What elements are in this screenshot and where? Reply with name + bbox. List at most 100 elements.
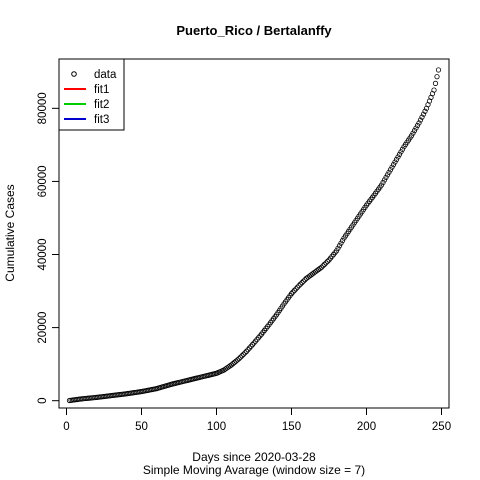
data-point-trail bbox=[387, 167, 394, 173]
data-point-trail bbox=[389, 164, 395, 170]
x-tick-label: 0 bbox=[63, 421, 69, 433]
data-point-trail bbox=[317, 265, 323, 271]
legend-marker-data bbox=[71, 71, 77, 77]
data-point-trail bbox=[354, 215, 361, 221]
data-point-trail bbox=[362, 204, 368, 210]
data-point-trail bbox=[398, 149, 404, 155]
data-point-trail bbox=[339, 238, 346, 244]
data-point-trail bbox=[233, 358, 239, 364]
data-point-trail bbox=[294, 284, 301, 290]
data-point-trail bbox=[419, 114, 425, 120]
data-point-trail bbox=[392, 159, 398, 165]
data-point-trail bbox=[299, 280, 305, 286]
y-tick-label: 40000 bbox=[37, 239, 49, 271]
data-point-trail bbox=[293, 286, 299, 292]
data-point-trail bbox=[320, 263, 326, 269]
y-axis: 0 20000 40000 60000 80000 bbox=[37, 92, 60, 404]
data-point-trail bbox=[249, 342, 256, 348]
data-point-trail bbox=[246, 345, 253, 351]
data-point-trail bbox=[219, 368, 226, 374]
data-point-trail bbox=[332, 250, 338, 256]
data-point-trail bbox=[323, 260, 329, 266]
data-point-trail bbox=[272, 314, 278, 320]
data-point-trail bbox=[410, 130, 416, 136]
data-point bbox=[243, 348, 250, 354]
data-point-trail bbox=[297, 281, 304, 287]
data-point-trail bbox=[308, 272, 314, 278]
data-point-trail bbox=[420, 111, 427, 117]
y-tick-label: 20000 bbox=[37, 312, 49, 344]
legend-label-data: data bbox=[94, 69, 117, 81]
data-point-trail bbox=[417, 117, 424, 123]
data-point-trail bbox=[396, 151, 403, 157]
legend-label-fit3: fit3 bbox=[94, 114, 109, 126]
data-point-trail bbox=[242, 350, 248, 356]
data-point bbox=[386, 169, 392, 175]
data-point-trail bbox=[300, 278, 307, 284]
x-tick-label: 100 bbox=[207, 421, 226, 433]
data-point-trail bbox=[279, 303, 286, 309]
data-point-trail bbox=[257, 333, 263, 339]
x-tick-label: 50 bbox=[135, 421, 148, 433]
y-axis-label: Cumulative Cases bbox=[3, 184, 17, 281]
data-point-trail bbox=[240, 351, 247, 357]
data-point-trail bbox=[248, 343, 254, 349]
chart-subtitle: Simple Moving Avarage (window size = 7) bbox=[143, 463, 365, 477]
data-point-trail bbox=[432, 80, 439, 86]
data-point-trail bbox=[336, 243, 343, 249]
legend-label-fit2: fit2 bbox=[94, 99, 109, 111]
data-point bbox=[296, 282, 302, 289]
data-points bbox=[66, 67, 442, 404]
data-point-trail bbox=[384, 172, 391, 178]
data-point-trail bbox=[239, 353, 245, 359]
data-point-trail bbox=[383, 174, 389, 181]
data-point-trail bbox=[231, 359, 238, 365]
data-point-trail bbox=[338, 240, 344, 246]
data-point-trail bbox=[347, 226, 353, 232]
data-point-trail bbox=[411, 128, 418, 134]
data-point-trail bbox=[302, 277, 308, 283]
data-point-trail bbox=[335, 245, 341, 251]
data-point-trail bbox=[212, 371, 218, 377]
legend: data fit1 fit2 fit3 bbox=[58, 58, 125, 131]
data-point-trail bbox=[245, 347, 251, 353]
data-point-trail bbox=[399, 146, 406, 152]
data-point bbox=[416, 120, 422, 126]
data-point-trail bbox=[291, 287, 298, 293]
data-point bbox=[435, 67, 442, 73]
y-tick-label: 80000 bbox=[37, 92, 49, 124]
data-point-trail bbox=[377, 184, 383, 190]
chart-title: Puerto_Rico / Bertalanffy bbox=[176, 23, 332, 38]
legend-label-fit1: fit1 bbox=[94, 84, 109, 96]
data-point-trail bbox=[290, 289, 296, 295]
data-point-trail bbox=[264, 323, 271, 330]
data-point bbox=[393, 156, 400, 163]
data-point-trail bbox=[429, 91, 436, 97]
x-tick-label: 200 bbox=[357, 421, 376, 433]
y-tick-label: 60000 bbox=[37, 165, 49, 197]
data-point-trail bbox=[390, 162, 397, 168]
data-point-trail bbox=[380, 179, 386, 186]
data-point-trail bbox=[324, 258, 331, 265]
data-point-trail bbox=[234, 357, 241, 363]
x-axis: 0 50 100 150 200 250 bbox=[63, 407, 451, 433]
data-point-trail bbox=[434, 74, 440, 80]
y-tick-label: 0 bbox=[37, 397, 49, 403]
data-point-trail bbox=[407, 135, 413, 141]
data-point-trail bbox=[315, 266, 322, 273]
data-point-trail bbox=[395, 154, 401, 160]
data-point-trail bbox=[287, 293, 293, 299]
data-point bbox=[236, 356, 242, 362]
data-point-trail bbox=[414, 122, 421, 129]
data-point-trail bbox=[321, 261, 328, 267]
data-point-trail bbox=[422, 108, 428, 114]
data-point-trail bbox=[381, 177, 388, 183]
x-tick-label: 250 bbox=[432, 421, 451, 433]
x-axis-label: Days since 2020-03-28 bbox=[192, 450, 316, 464]
data-point-trail bbox=[413, 125, 419, 131]
data-point-trail bbox=[237, 354, 244, 360]
data-point-trail bbox=[369, 194, 376, 200]
data-point-trail bbox=[230, 361, 236, 367]
x-tick-label: 150 bbox=[282, 421, 301, 433]
